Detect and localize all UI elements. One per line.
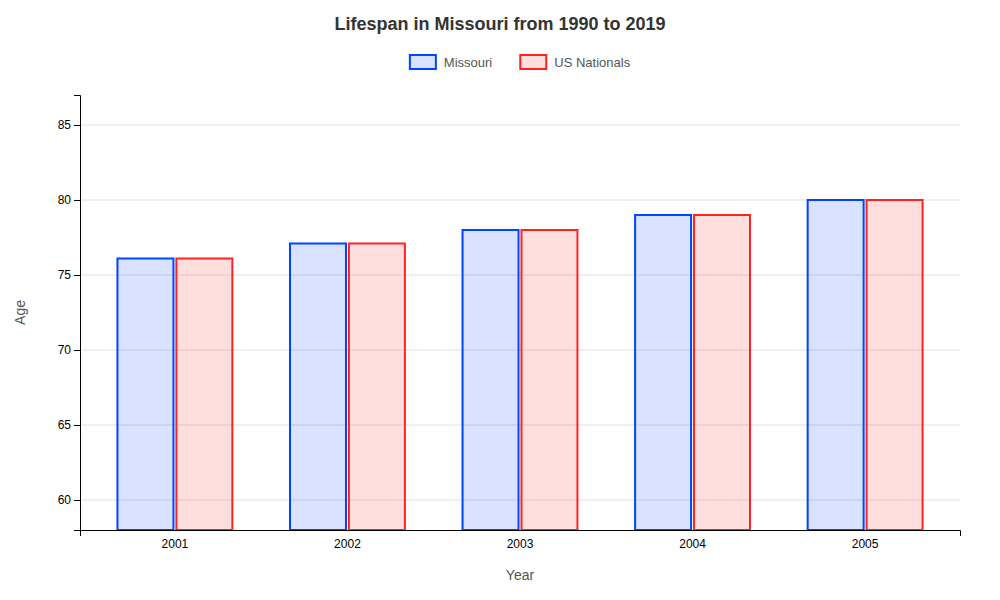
legend-item: US Nationals — [520, 55, 630, 70]
series — [117, 200, 863, 530]
y-tick: 80 — [58, 193, 80, 207]
grid-line — [80, 125, 960, 126]
bar — [635, 215, 691, 530]
y-tick: 85 — [58, 118, 80, 132]
legend-item: Missouri — [410, 55, 493, 70]
y-tick-label: 75 — [58, 268, 72, 282]
y-axis-title: Age — [12, 300, 28, 325]
bar — [521, 230, 577, 530]
y-axis-line — [74, 96, 81, 531]
y-tick-mark — [74, 125, 80, 126]
y-tick: 60 — [58, 493, 80, 507]
x-axis-title: Year — [506, 567, 535, 583]
title: Lifespan in Missouri from 1990 to 2019 — [334, 14, 665, 34]
bar — [290, 244, 346, 531]
y-tick: 75 — [58, 268, 80, 282]
series — [176, 200, 922, 530]
x-axis: 2001 2002 2003 2004 2005 — [81, 531, 961, 551]
y-tick-label: 65 — [58, 418, 72, 432]
legend-label: Missouri — [444, 55, 493, 70]
y-tick-mark — [74, 500, 80, 501]
x-tick-label: 2001 — [162, 537, 189, 551]
chart: 60 65 70 75 80 85 2001 2002 2003 2004 2005 Lifespan… — [0, 0, 1000, 600]
y-axis: 60 65 70 75 80 85 — [58, 96, 81, 531]
x-tick: 2001 — [162, 537, 189, 551]
bar — [694, 215, 750, 530]
x-tick: 2002 — [334, 537, 361, 551]
bar — [176, 259, 232, 531]
x-tick: 2004 — [679, 537, 706, 551]
x-axis-line — [81, 531, 961, 537]
y-tick-mark — [74, 350, 80, 351]
y-tick-label: 85 — [58, 118, 72, 132]
x-tick: 2005 — [852, 537, 879, 551]
y-tick-label: 80 — [58, 193, 72, 207]
bar — [808, 200, 864, 530]
x-tick-label: 2003 — [507, 537, 534, 551]
legend-swatch — [520, 55, 546, 69]
y-tick-label: 70 — [58, 343, 72, 357]
x-tick-label: 2005 — [852, 537, 879, 551]
y-tick-mark — [74, 200, 80, 201]
bar — [349, 244, 405, 531]
y-tick: 65 — [58, 418, 80, 432]
bar — [463, 230, 519, 530]
y-tick-label: 60 — [58, 493, 72, 507]
bars — [117, 200, 922, 530]
bar — [117, 259, 173, 531]
legend-swatch — [410, 55, 436, 69]
y-tick: 70 — [58, 343, 80, 357]
x-tick: 2003 — [507, 537, 534, 551]
plot: 60 65 70 75 80 85 2001 2002 2003 2004 2005 — [58, 96, 961, 551]
y-tick-mark — [74, 275, 80, 276]
legend: Missouri US Nationals — [410, 55, 631, 70]
x-tick-label: 2004 — [679, 537, 706, 551]
x-tick-label: 2002 — [334, 537, 361, 551]
legend-label: US Nationals — [554, 55, 630, 70]
y-tick-mark — [74, 425, 80, 426]
bar — [867, 200, 923, 530]
